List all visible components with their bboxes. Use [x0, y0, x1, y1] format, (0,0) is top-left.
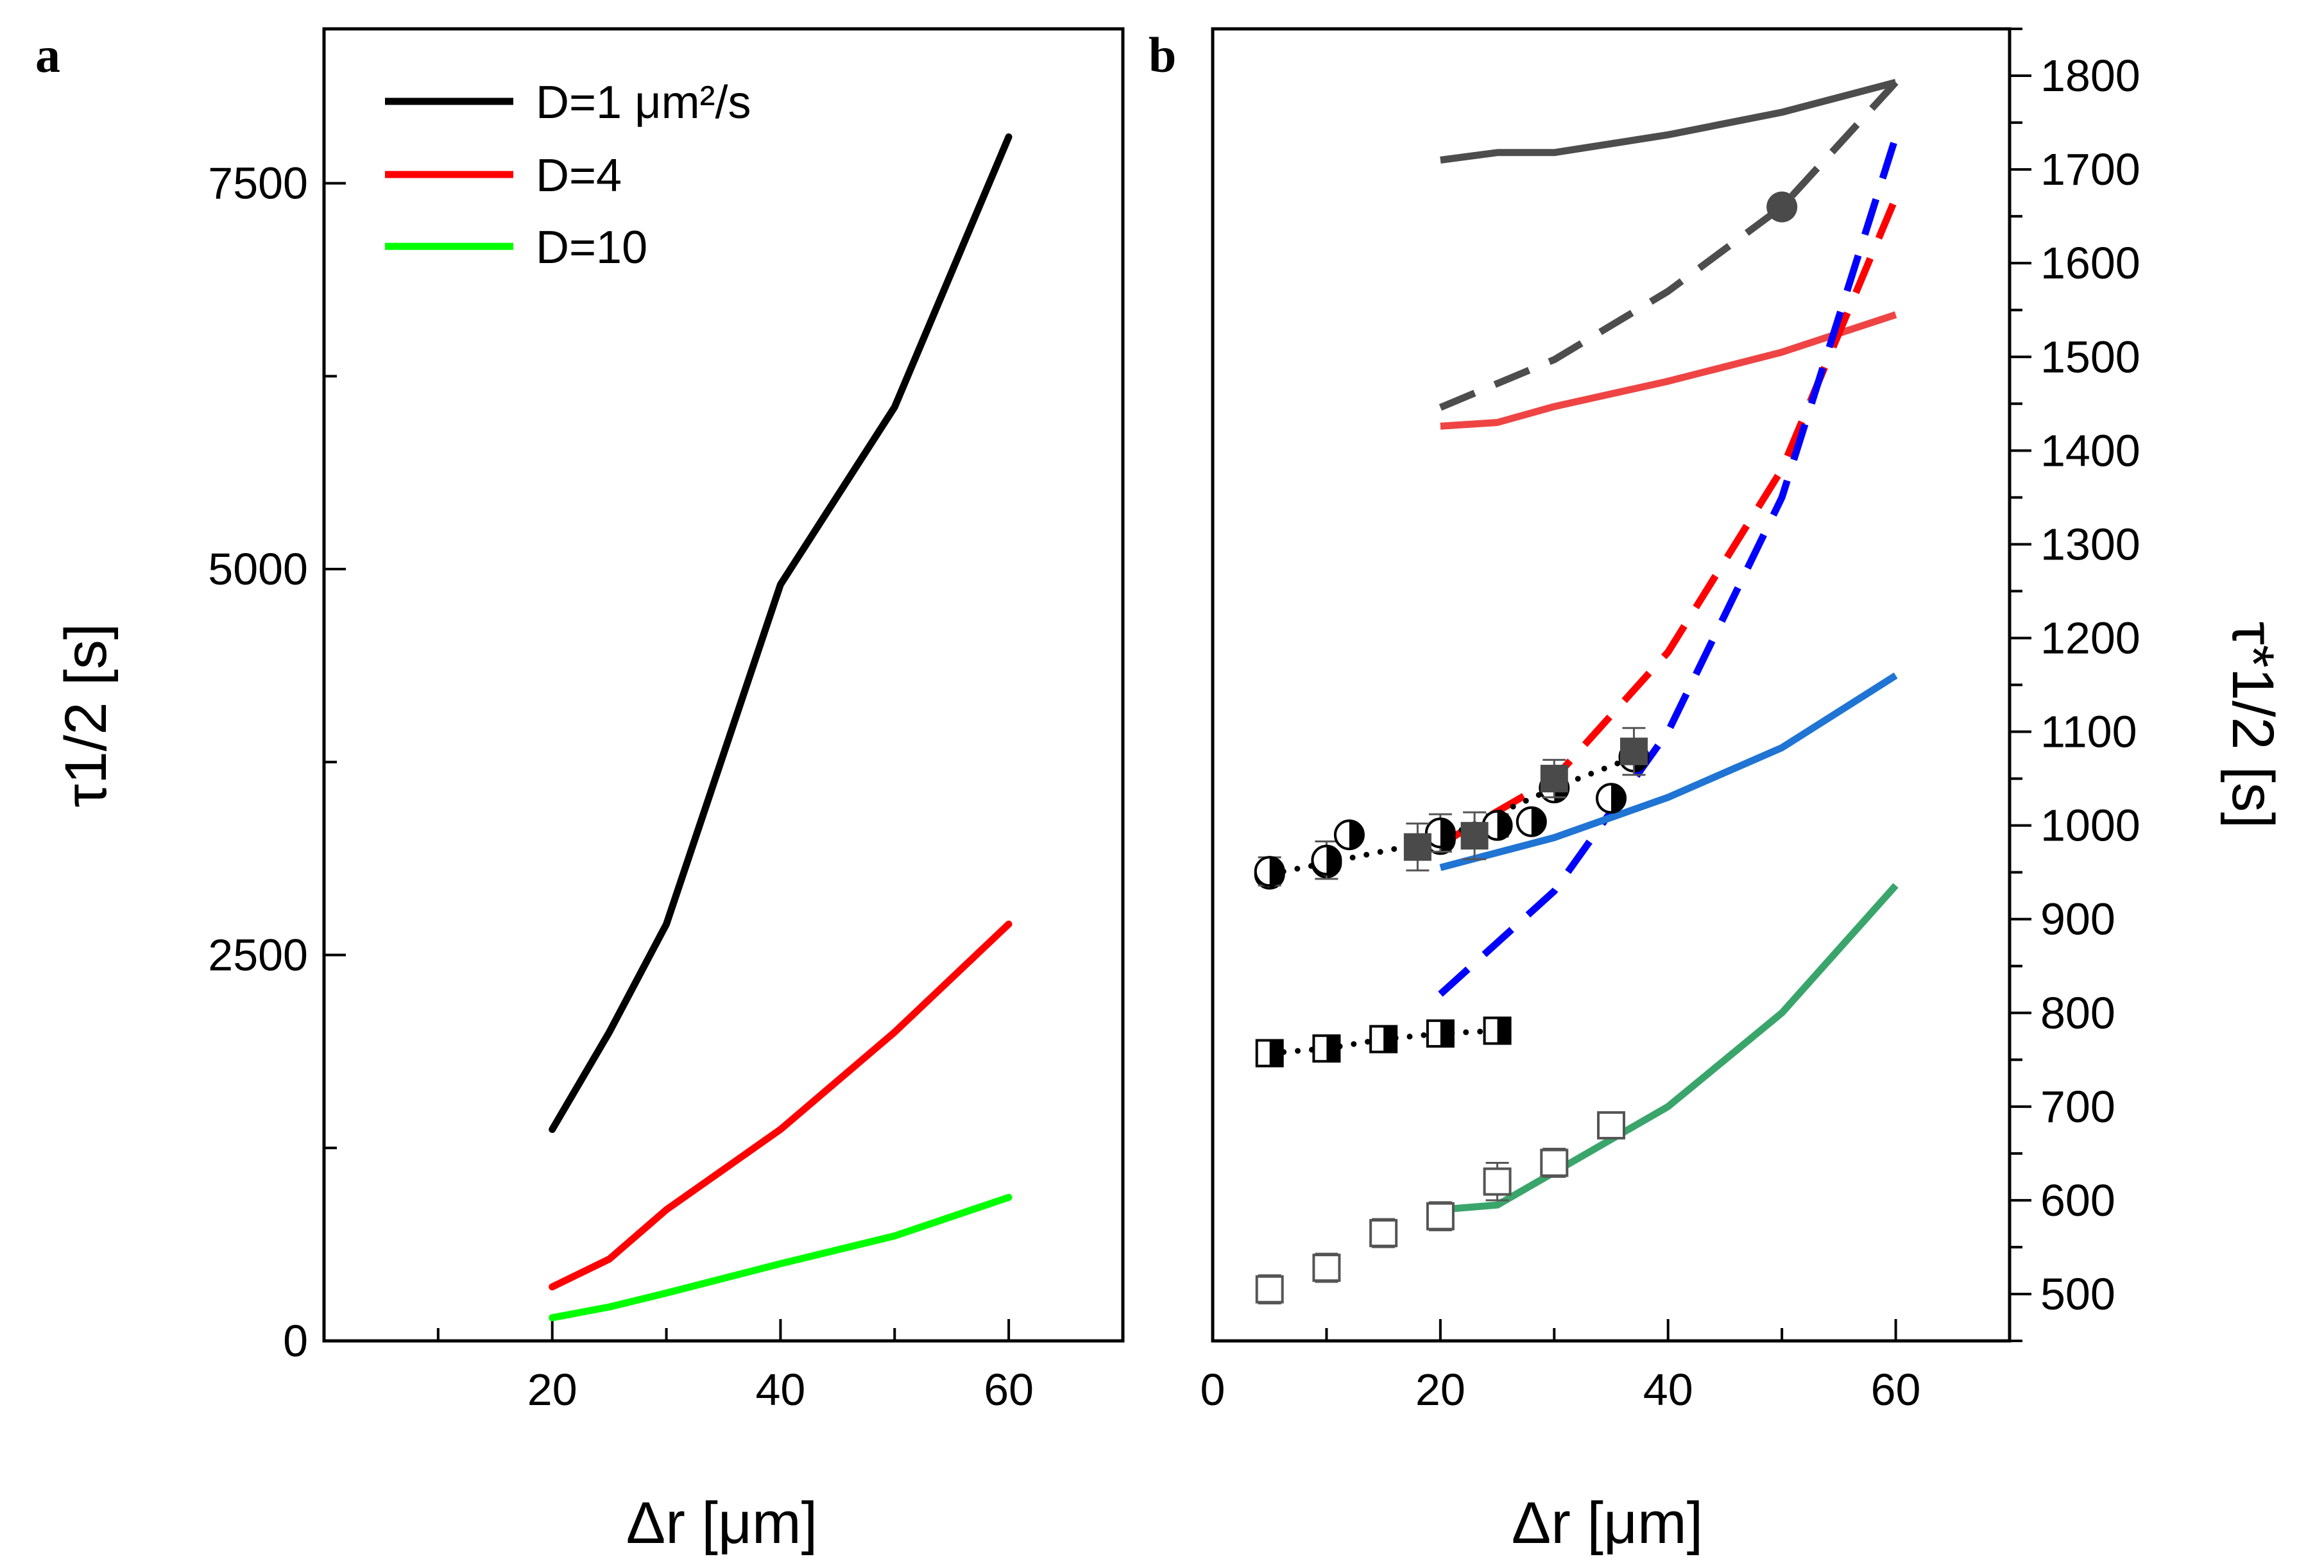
panel-b-frame	[1211, 27, 2012, 1343]
panel-b-y-tick-label: 900	[2040, 894, 2115, 944]
panel-a-x-axis-title: Δr [μm]	[626, 1490, 817, 1556]
marker-half-circle-fill-9-1	[1269, 857, 1284, 886]
panel-a-letter: a	[35, 27, 60, 83]
marker-half-square-fill-11-2	[1326, 1035, 1340, 1062]
panel-b-plot: 0 20 40 60 500 600 700 800 900 1000 1100 1200 1300 14…	[1200, 27, 2140, 1415]
panel-b-y-tick-label: 800	[2040, 988, 2115, 1038]
panel-b-x-tick-label: 40	[1643, 1365, 1693, 1415]
marker-filled-square-10-1	[1403, 833, 1431, 861]
panel-a-series-line-3	[549, 1193, 1012, 1322]
marker-half-circle-fill-9-4	[1440, 819, 1455, 848]
panel-b-y-tick-label: 600	[2040, 1175, 2115, 1225]
panel-b-y-tick-label: 1100	[2040, 707, 2137, 757]
panel-a-y-tick-label: 0	[283, 1316, 308, 1366]
panel-a-legend: D=1 μm²/s D=4 D=10	[385, 77, 751, 273]
panel-a-y-tick-label: 2500	[208, 930, 308, 980]
marker-open-square-12-5	[1483, 1167, 1512, 1196]
panel-b-y-tick-label: 700	[2040, 1082, 2115, 1132]
panel-b-letter: b	[1149, 27, 1176, 83]
panel-a-y-tick-label: 7500	[208, 158, 308, 209]
marker-half-circle-fill-9-7	[1611, 784, 1625, 813]
panel-b-y-tick-label: 1300	[2040, 519, 2140, 569]
marker-filled-circle-13-1	[1766, 191, 1798, 223]
panel-a-frame	[322, 27, 1125, 1343]
marker-filled-square-10-3	[1540, 765, 1568, 793]
panel-b-y-axis-title: τ*1/2 [s]	[2220, 622, 2286, 829]
panel-b-x-tick-label: 60	[1871, 1365, 1921, 1415]
panel-b-x-tick-label: 0	[1200, 1365, 1226, 1415]
panel-b-y-tick-label: 1500	[2040, 332, 2140, 382]
panel-b-y-tick-label: 1600	[2040, 238, 2140, 288]
legend-label-1: D=1 μm²/s	[536, 77, 751, 128]
panel-a-plot: 20 40 60 0 2500 5000 7500	[208, 27, 1125, 1415]
marker-open-square-12-7	[1597, 1111, 1625, 1140]
marker-half-square-fill-11-5	[1497, 1018, 1510, 1044]
marker-open-square-12-2	[1312, 1254, 1341, 1283]
panel-b-series-line-5	[1438, 135, 1899, 997]
panel-a: a 20 40 60 0 2500 5000 7500 Δr [μm] τ1/2 [s] D…	[35, 27, 1125, 1556]
marker-filled-square-10-2	[1460, 822, 1489, 850]
marker-open-square-12-1	[1255, 1275, 1284, 1304]
panel-b-y-tick-label: 1200	[2040, 613, 2140, 663]
panel-b-y-tick-label: 1700	[2040, 144, 2140, 194]
marker-half-circle-fill-9-6	[1531, 807, 1546, 836]
legend-label-3: D=10	[536, 222, 647, 273]
marker-half-circle-fill-9-5	[1497, 811, 1512, 840]
panel-b: b 0 20 40 60 500 600 700 800 900 1000 1100 1200 1300…	[1149, 27, 2286, 1556]
panel-a-y-tick-label: 5000	[208, 544, 308, 594]
marker-half-circle-fill-9-2	[1326, 846, 1341, 874]
panel-b-series-line-2	[1439, 80, 1899, 411]
panel-b-series-line-3	[1440, 311, 1897, 430]
panel-a-x-tick-label: 40	[755, 1365, 805, 1415]
panel-b-y-tick-label: 500	[2040, 1269, 2115, 1319]
marker-filled-square-10-4	[1619, 737, 1648, 765]
legend-label-2: D=4	[536, 150, 622, 201]
marker-half-circle-fill-9-3	[1349, 821, 1363, 849]
panel-b-y-tick-label: 1800	[2040, 51, 2140, 101]
panel-b-x-axis-title: Δr [μm]	[1512, 1490, 1703, 1556]
panel-b-series-line-1	[1440, 78, 1897, 164]
marker-half-square-fill-11-4	[1440, 1020, 1453, 1046]
marker-open-square-12-4	[1426, 1202, 1455, 1231]
panel-a-y-axis-title: τ1/2 [s]	[53, 624, 119, 808]
panel-b-series-line-6	[1439, 672, 1898, 871]
panel-a-series-line-1	[549, 133, 1012, 1133]
panel-a-x-tick-label: 60	[984, 1365, 1034, 1415]
marker-open-square-12-3	[1369, 1219, 1398, 1248]
panel-b-x-tick-label: 20	[1415, 1365, 1465, 1415]
marker-open-square-12-6	[1540, 1148, 1569, 1177]
marker-half-square-fill-11-1	[1269, 1040, 1283, 1066]
panel-b-y-tick-label: 1400	[2040, 425, 2140, 475]
panel-b-y-tick-label: 1000	[2040, 801, 2140, 851]
marker-half-square-fill-11-3	[1383, 1026, 1397, 1052]
panel-a-series-line-2	[549, 920, 1012, 1291]
panel-a-x-tick-label: 20	[527, 1365, 577, 1415]
